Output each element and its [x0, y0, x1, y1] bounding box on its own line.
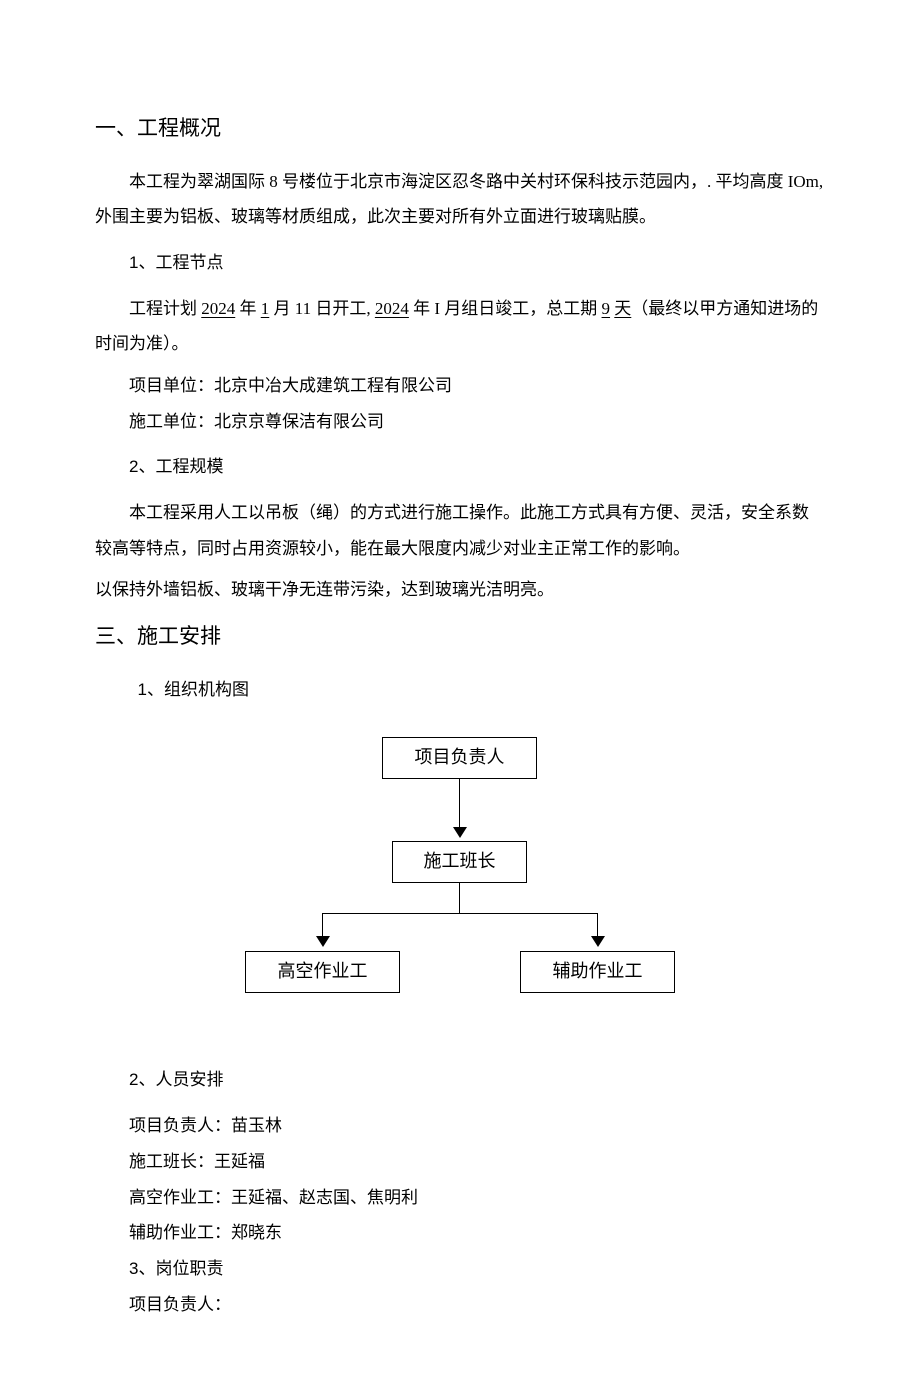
- plan-t1: 年: [235, 299, 261, 318]
- section-3-heading: 三、施工安排: [95, 620, 825, 654]
- owner-line: 项目单位：北京中冶大成建筑工程有限公司: [95, 368, 825, 404]
- pm-role-line: 项目负责人：: [95, 1287, 825, 1323]
- arrow-down-icon: [591, 936, 605, 947]
- subitem-1-1-label: 、工程节点: [138, 253, 223, 272]
- overview-paragraph: 本工程为翠湖国际 8 号楼位于北京市海淀区忍冬路中关村环保科技示范园内，. 平均…: [95, 164, 825, 235]
- subitem-3-2: 2、人员安排: [95, 1062, 825, 1098]
- plan-days: 9: [602, 299, 611, 318]
- arrow-down-icon: [316, 936, 330, 947]
- plan-month-start: 1: [261, 299, 270, 318]
- subitem-1-2: 2、工程规模: [95, 449, 825, 485]
- subitem-3-1-label: 、组织机构图: [147, 680, 249, 699]
- plan-year-start: 2024: [201, 299, 235, 318]
- plan-paragraph: 工程计划 2024 年 1 月 11 日开工, 2024 年 I 月组日竣工，总…: [95, 291, 825, 362]
- org-node-high-worker: 高空作业工: [245, 951, 400, 993]
- plan-days-unit: 天: [614, 299, 631, 318]
- foreman-line: 施工班长：王延福: [95, 1144, 825, 1180]
- scope-paragraph-a: 本工程采用人工以吊板（绳）的方式进行施工操作。此施工方式具有方便、灵活，安全系数…: [95, 495, 825, 566]
- subitem-3-2-label: 、人员安排: [138, 1070, 223, 1089]
- assist-worker-line: 辅助作业工：郑晓东: [95, 1215, 825, 1251]
- org-chart: 项目负责人 施工班长 高空作业工 辅助作业工: [245, 737, 675, 1012]
- subitem-1-2-label: 、工程规模: [138, 457, 223, 476]
- connector-line: [597, 913, 598, 938]
- section-1-heading: 一、工程概况: [95, 112, 825, 146]
- org-node-assist-worker: 辅助作业工: [520, 951, 675, 993]
- contractor-line: 施工单位：北京京尊保洁有限公司: [95, 404, 825, 440]
- subitem-3-1-num: 1: [138, 680, 147, 699]
- pm-line: 项目负责人：苗玉林: [95, 1108, 825, 1144]
- high-worker-line: 高空作业工：王延福、赵志国、焦明利: [95, 1180, 825, 1216]
- subitem-1-1: 1、工程节点: [95, 245, 825, 281]
- connector-line: [459, 883, 460, 913]
- arrow-down-icon: [453, 827, 467, 838]
- plan-year-end: 2024: [375, 299, 409, 318]
- subitem-3-3: 3、岗位职责: [95, 1251, 825, 1287]
- subitem-3-1: 1、组织机构图: [95, 672, 825, 708]
- connector-line: [459, 779, 460, 829]
- connector-line: [322, 913, 598, 914]
- connector-line: [322, 913, 323, 938]
- plan-text-pre: 工程计划: [129, 299, 201, 318]
- scope-paragraph-b: 以保持外墙铝板、玻璃干净无连带污染，达到玻璃光洁明亮。: [95, 572, 825, 608]
- subitem-3-3-label: 、岗位职责: [138, 1259, 223, 1278]
- org-node-foreman: 施工班长: [392, 841, 527, 883]
- plan-t3: 年 I 月组日竣工，总工期: [409, 299, 602, 318]
- plan-t2: 月 11 日开工,: [269, 299, 375, 318]
- org-node-project-manager: 项目负责人: [382, 737, 537, 779]
